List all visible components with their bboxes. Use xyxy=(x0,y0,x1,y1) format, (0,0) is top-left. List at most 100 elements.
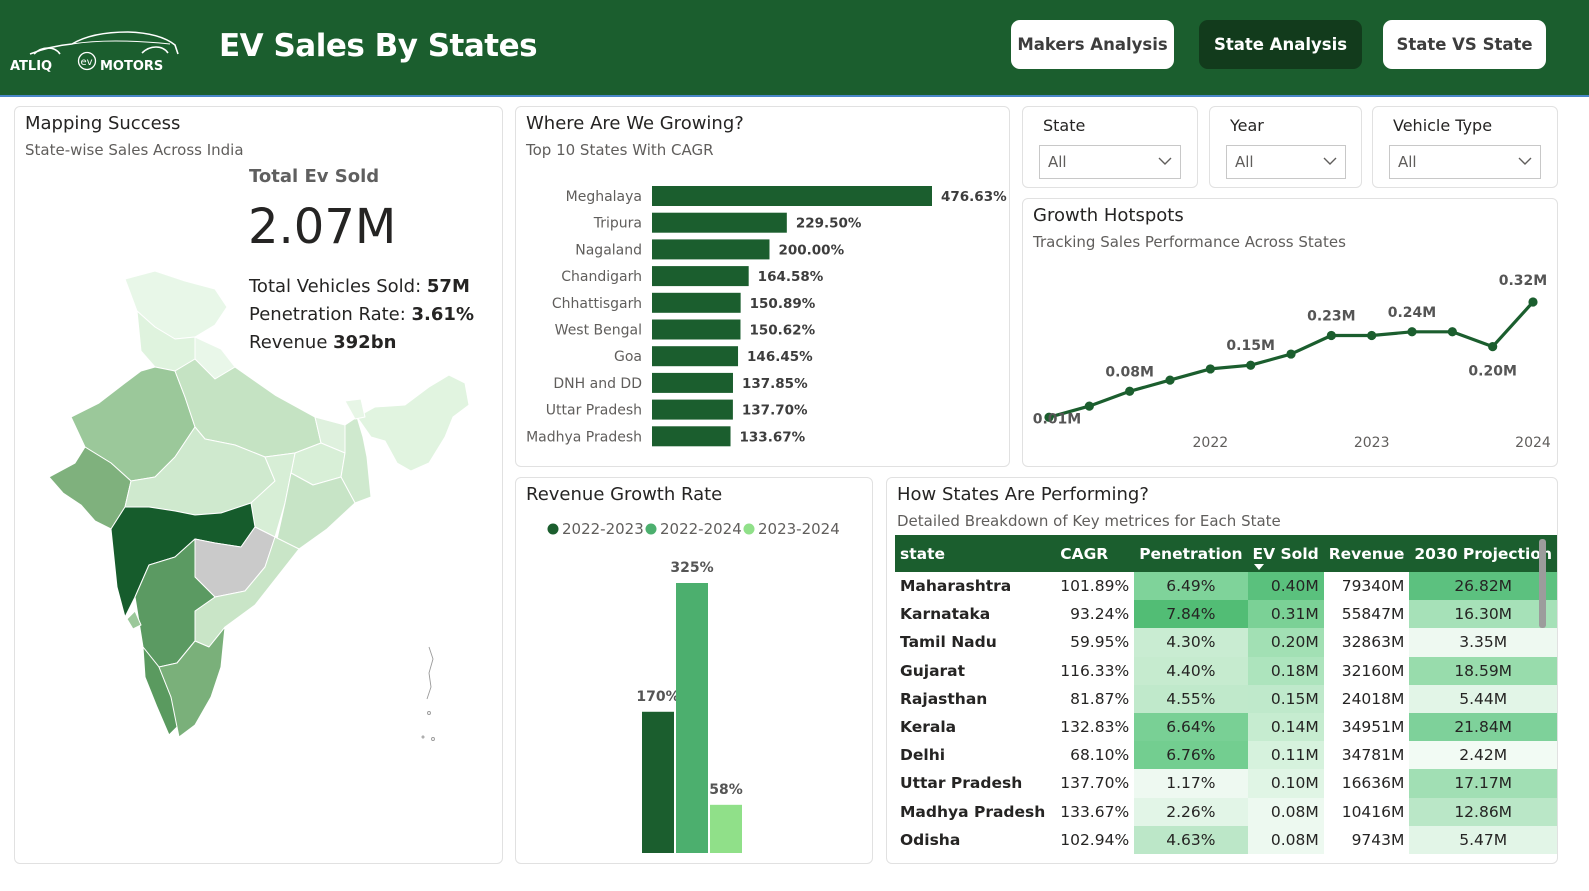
column-header-penetration[interactable]: Penetration xyxy=(1134,535,1248,572)
column-header-cagr[interactable]: CAGR xyxy=(1055,535,1135,572)
hotspots-data-label: 0.01M xyxy=(1033,411,1081,427)
table-row[interactable]: Gujarat 116.33% 4.40% 0.18M 32160M 18.59M xyxy=(895,656,1557,685)
hotspots-data-label: 0.15M xyxy=(1226,338,1274,354)
table-row[interactable]: Uttar Pradesh 137.70% 1.17% 0.10M 16636M 17.1… xyxy=(895,769,1557,798)
cell-ev-sold: 0.11M xyxy=(1247,741,1324,770)
hotspots-point[interactable] xyxy=(1488,342,1498,352)
hotspots-line[interactable] xyxy=(1048,300,1535,419)
table-row[interactable]: Kerala 132.83% 6.64% 0.14M 34951M 21.84M xyxy=(895,712,1557,742)
column-header-2030-projection[interactable]: 2030 Projection xyxy=(1409,535,1557,572)
state-dropdown[interactable]: All xyxy=(1039,145,1181,179)
cell-penetration: 2.26% xyxy=(1134,797,1248,826)
atliq-logo: ATLIQ ev MOTORS xyxy=(10,24,195,76)
hotspots-point[interactable] xyxy=(1286,349,1296,359)
cell-2030-projection: 18.59M xyxy=(1409,656,1557,685)
cagr-bar[interactable] xyxy=(652,292,741,313)
cagr-bar[interactable] xyxy=(652,346,739,367)
hotspots-point[interactable] xyxy=(1084,401,1094,411)
cagr-value-label: 476.63% xyxy=(941,189,1007,205)
revenue-bar[interactable] xyxy=(710,804,742,853)
table-row[interactable]: Karnataka 93.24% 7.84% 0.31M 55847M 16.30M xyxy=(895,600,1557,629)
cell-cagr: 132.83% xyxy=(1055,712,1135,742)
cell-2030-projection: 2.42M xyxy=(1409,741,1557,770)
table-row[interactable]: Delhi 68.10% 6.76% 0.11M 34781M 2.42M xyxy=(895,741,1557,770)
cell-cagr: 59.95% xyxy=(1055,628,1135,657)
makers-analysis-button[interactable]: Makers Analysis xyxy=(1011,20,1174,69)
cagr-bar[interactable] xyxy=(652,212,787,233)
table-row[interactable]: Odisha 102.94% 4.63% 0.08M 9743M 5.47M xyxy=(895,825,1557,854)
cell-penetration: 6.49% xyxy=(1134,572,1248,601)
cagr-bar[interactable] xyxy=(652,399,733,420)
hotspots-point[interactable] xyxy=(1044,412,1054,422)
revenue-legend-label[interactable]: 2022-2023 xyxy=(562,520,644,538)
mapping-success-card: Mapping Success State-wise Sales Across … xyxy=(14,106,503,864)
hotspots-point[interactable] xyxy=(1528,297,1538,307)
cagr-bar[interactable] xyxy=(652,186,932,206)
map-region-tn[interactable] xyxy=(158,626,226,738)
map-region-northeast[interactable] xyxy=(356,374,470,472)
table-row[interactable]: Tamil Nadu 59.95% 4.30% 0.20M 32863M 3.35M xyxy=(895,628,1557,657)
map-region-sikkim[interactable] xyxy=(344,398,366,420)
cell-2030-projection: 5.47M xyxy=(1409,825,1557,854)
hotspots-data-label: 0.23M xyxy=(1307,308,1355,324)
hotspots-point[interactable] xyxy=(1165,375,1175,385)
cell-2030-projection: 26.82M xyxy=(1409,572,1557,601)
hotspots-data-label: 0.08M xyxy=(1105,364,1153,380)
cell-cagr: 102.94% xyxy=(1055,825,1135,854)
mapping-card-subtitle: State-wise Sales Across India xyxy=(25,141,244,159)
where-growing-card: Where Are We Growing? Top 10 States With… xyxy=(515,106,1010,467)
table-scrollbar[interactable] xyxy=(1539,539,1546,628)
cell-2030-projection: 17.17M xyxy=(1409,769,1557,798)
column-header-revenue[interactable]: Revenue xyxy=(1323,535,1410,572)
column-header-state[interactable]: state xyxy=(895,535,1056,572)
revenue-bar[interactable] xyxy=(642,711,674,853)
map-region-wb[interactable] xyxy=(340,416,372,504)
hotspots-point[interactable] xyxy=(1125,386,1135,396)
cagr-bar[interactable] xyxy=(652,266,749,287)
cagr-bar[interactable] xyxy=(652,239,770,260)
cell-state: Gujarat xyxy=(895,656,1056,685)
logo-text-left: ATLIQ xyxy=(10,59,52,74)
table-row[interactable]: Madhya Pradesh 133.67% 2.26% 0.08M 10416M 12.… xyxy=(895,797,1557,826)
cagr-category-label: Tripura xyxy=(593,216,642,232)
cagr-value-label: 150.62% xyxy=(749,323,815,339)
revenue-legend-label[interactable]: 2023-2024 xyxy=(758,520,840,538)
state-analysis-button[interactable]: State Analysis xyxy=(1199,20,1362,69)
cagr-value-label: 146.45% xyxy=(747,349,813,365)
cell-revenue: 32863M xyxy=(1323,628,1410,657)
hotspots-x-tick: 2024 xyxy=(1515,435,1551,451)
legend-dot-icon xyxy=(645,523,657,535)
cell-cagr: 81.87% xyxy=(1055,684,1135,713)
cagr-category-label: Goa xyxy=(614,349,642,365)
cagr-category-label: West Bengal xyxy=(555,323,642,339)
cell-cagr: 68.10% xyxy=(1055,741,1135,770)
revenue-bar[interactable] xyxy=(676,583,708,853)
hotspots-point[interactable] xyxy=(1326,330,1336,341)
table-row[interactable]: Rajasthan 81.87% 4.55% 0.15M 24018M 5.44M xyxy=(895,684,1557,713)
vehicle-type-dropdown[interactable]: All xyxy=(1389,145,1541,179)
revenue-legend-label[interactable]: 2022-2024 xyxy=(660,520,742,538)
map-region-odisha[interactable] xyxy=(276,472,356,550)
hotspots-point[interactable] xyxy=(1246,360,1256,370)
cagr-category-label: Uttar Pradesh xyxy=(546,403,642,419)
hotspots-point[interactable] xyxy=(1447,327,1457,337)
cagr-bar[interactable] xyxy=(652,426,731,447)
cagr-bar[interactable] xyxy=(652,319,741,340)
map-region-goa[interactable] xyxy=(126,610,142,630)
legend-dot-icon xyxy=(547,523,559,535)
cagr-value-label: 200.00% xyxy=(778,242,844,258)
cell-state: Uttar Pradesh xyxy=(895,769,1056,798)
india-map[interactable] xyxy=(45,267,475,747)
cell-cagr: 133.67% xyxy=(1055,797,1135,826)
table-row[interactable]: Maharashtra 101.89% 6.49% 0.40M 79340M 26.82M xyxy=(895,572,1557,601)
hotspots-point[interactable] xyxy=(1367,330,1377,341)
hotspots-card-subtitle: Tracking Sales Performance Across States xyxy=(1033,233,1346,251)
cagr-value-label: 137.85% xyxy=(742,376,808,392)
hotspots-point[interactable] xyxy=(1205,364,1215,374)
column-header-ev-sold[interactable]: EV Sold xyxy=(1247,535,1324,572)
revenue-line: Revenue 392bn xyxy=(249,332,397,353)
year-dropdown[interactable]: All xyxy=(1226,145,1346,179)
cagr-bar[interactable] xyxy=(652,372,733,393)
state-vs-state-button[interactable]: State VS State xyxy=(1383,20,1546,69)
hotspots-point[interactable] xyxy=(1407,327,1417,337)
